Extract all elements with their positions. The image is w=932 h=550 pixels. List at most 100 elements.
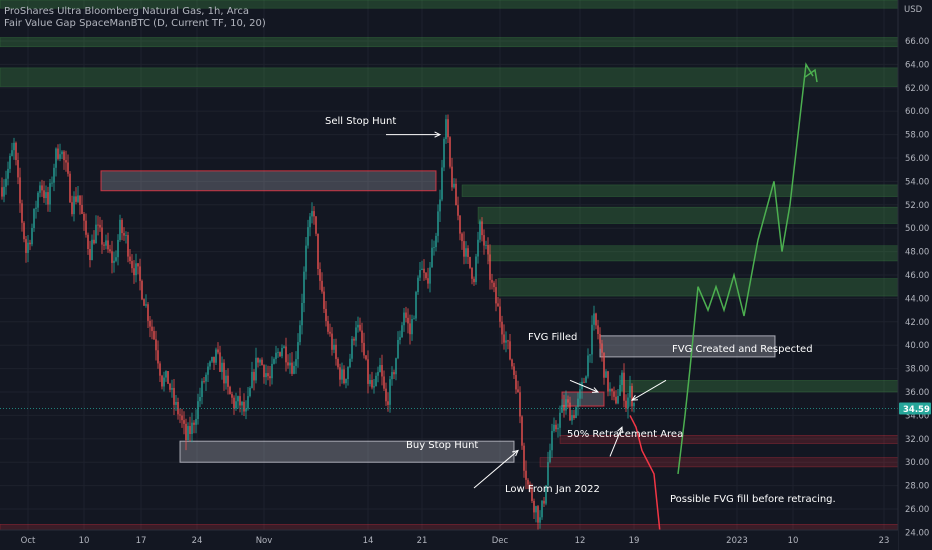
candle-body — [59, 154, 61, 159]
candle-body — [583, 381, 585, 383]
candle-body — [619, 384, 621, 396]
candle-body — [101, 227, 103, 245]
candle-body — [143, 299, 145, 306]
candle-body — [157, 350, 159, 364]
y-tick-label: 62.00 — [905, 84, 929, 94]
candle-body — [17, 160, 19, 178]
candle-body — [523, 445, 525, 471]
candle-body — [513, 366, 515, 375]
zone-box — [100, 170, 437, 192]
candle-body — [361, 330, 363, 343]
candle-body — [131, 261, 133, 269]
x-tick-label: 24 — [192, 536, 203, 546]
candle-body — [363, 342, 365, 356]
candle-body — [23, 222, 25, 240]
candle-body — [539, 517, 541, 523]
candle-body — [213, 356, 215, 363]
x-tick-label: 21 — [417, 536, 428, 546]
candle-body — [211, 356, 213, 362]
candle-body — [159, 363, 161, 376]
annotation-arrow — [631, 379, 667, 401]
candle-body — [37, 192, 39, 208]
candle-body — [331, 333, 333, 350]
candle-body — [335, 344, 337, 359]
y-tick-label: 34.00 — [905, 411, 929, 421]
candle-body — [421, 268, 423, 271]
candle-body — [75, 196, 77, 202]
projection-red — [629, 415, 661, 533]
candle-body — [249, 387, 251, 397]
candle-body — [141, 280, 143, 300]
candle-body — [549, 450, 551, 463]
candle-body — [559, 412, 561, 428]
candle-body — [19, 177, 21, 204]
candle-body — [39, 185, 41, 193]
candle-body — [557, 427, 559, 430]
candle-body — [531, 487, 533, 501]
y-tick-label: 30.00 — [905, 458, 929, 468]
candle-body — [137, 263, 139, 267]
x-tick-label: Nov — [256, 536, 273, 546]
candle-body — [189, 426, 191, 434]
fvg-zone-green — [0, 37, 899, 48]
annotation-label: FVG Filled — [528, 332, 577, 343]
candle-body — [347, 367, 349, 379]
candle-body — [197, 401, 199, 419]
candle-body — [617, 395, 619, 404]
candle-body — [301, 303, 303, 326]
candle-body — [543, 500, 545, 504]
y-tick-label: 40.00 — [905, 341, 929, 351]
candle-body — [377, 372, 379, 376]
candle-body — [53, 167, 55, 183]
candle-body — [121, 219, 123, 234]
candle-body — [287, 362, 289, 366]
annotation-label: Buy Stop Hunt — [406, 440, 478, 451]
candle-body — [625, 400, 627, 409]
candle-body — [553, 424, 555, 432]
fvg-zone-green — [477, 206, 899, 224]
candle-body — [495, 287, 497, 304]
candle-body — [471, 267, 473, 279]
candle-body — [381, 365, 383, 377]
candle-body — [311, 211, 313, 217]
candle-body — [497, 303, 499, 307]
candle-body — [565, 399, 567, 411]
candle-body — [221, 362, 223, 372]
candle-body — [113, 260, 115, 263]
candle-body — [427, 278, 429, 284]
candle-body — [349, 358, 351, 368]
candle-body — [21, 203, 23, 223]
candle-body — [87, 234, 89, 249]
y-tick-label: 52.00 — [905, 201, 929, 211]
time-axis-bg — [0, 530, 898, 550]
candle-body — [529, 484, 531, 488]
candle-body — [329, 331, 331, 334]
candle-body — [73, 196, 75, 215]
candle-body — [533, 500, 535, 513]
candle-body — [289, 362, 291, 366]
annotation-arrow — [609, 426, 623, 457]
candle-body — [333, 344, 335, 350]
candle-body — [461, 233, 463, 242]
candle-body — [425, 272, 427, 279]
y-tick-label: 50.00 — [905, 224, 929, 234]
candle-body — [443, 138, 445, 168]
x-tick-label: 10 — [788, 536, 799, 546]
candle-body — [469, 256, 471, 268]
candle-body — [387, 401, 389, 405]
y-tick-label: 42.00 — [905, 318, 929, 328]
candle-body — [279, 352, 281, 357]
x-tick-label: 12 — [575, 536, 586, 546]
y-tick-label: 54.00 — [905, 177, 929, 187]
y-tick-label: 38.00 — [905, 365, 929, 375]
candle-body — [3, 186, 5, 197]
candle-body — [161, 375, 163, 387]
candle-body — [303, 271, 305, 304]
candle-body — [183, 420, 185, 424]
candle-body — [419, 270, 421, 278]
candle-body — [237, 396, 239, 402]
candle-body — [227, 375, 229, 387]
candle-body — [463, 241, 465, 257]
candle-body — [25, 239, 27, 253]
